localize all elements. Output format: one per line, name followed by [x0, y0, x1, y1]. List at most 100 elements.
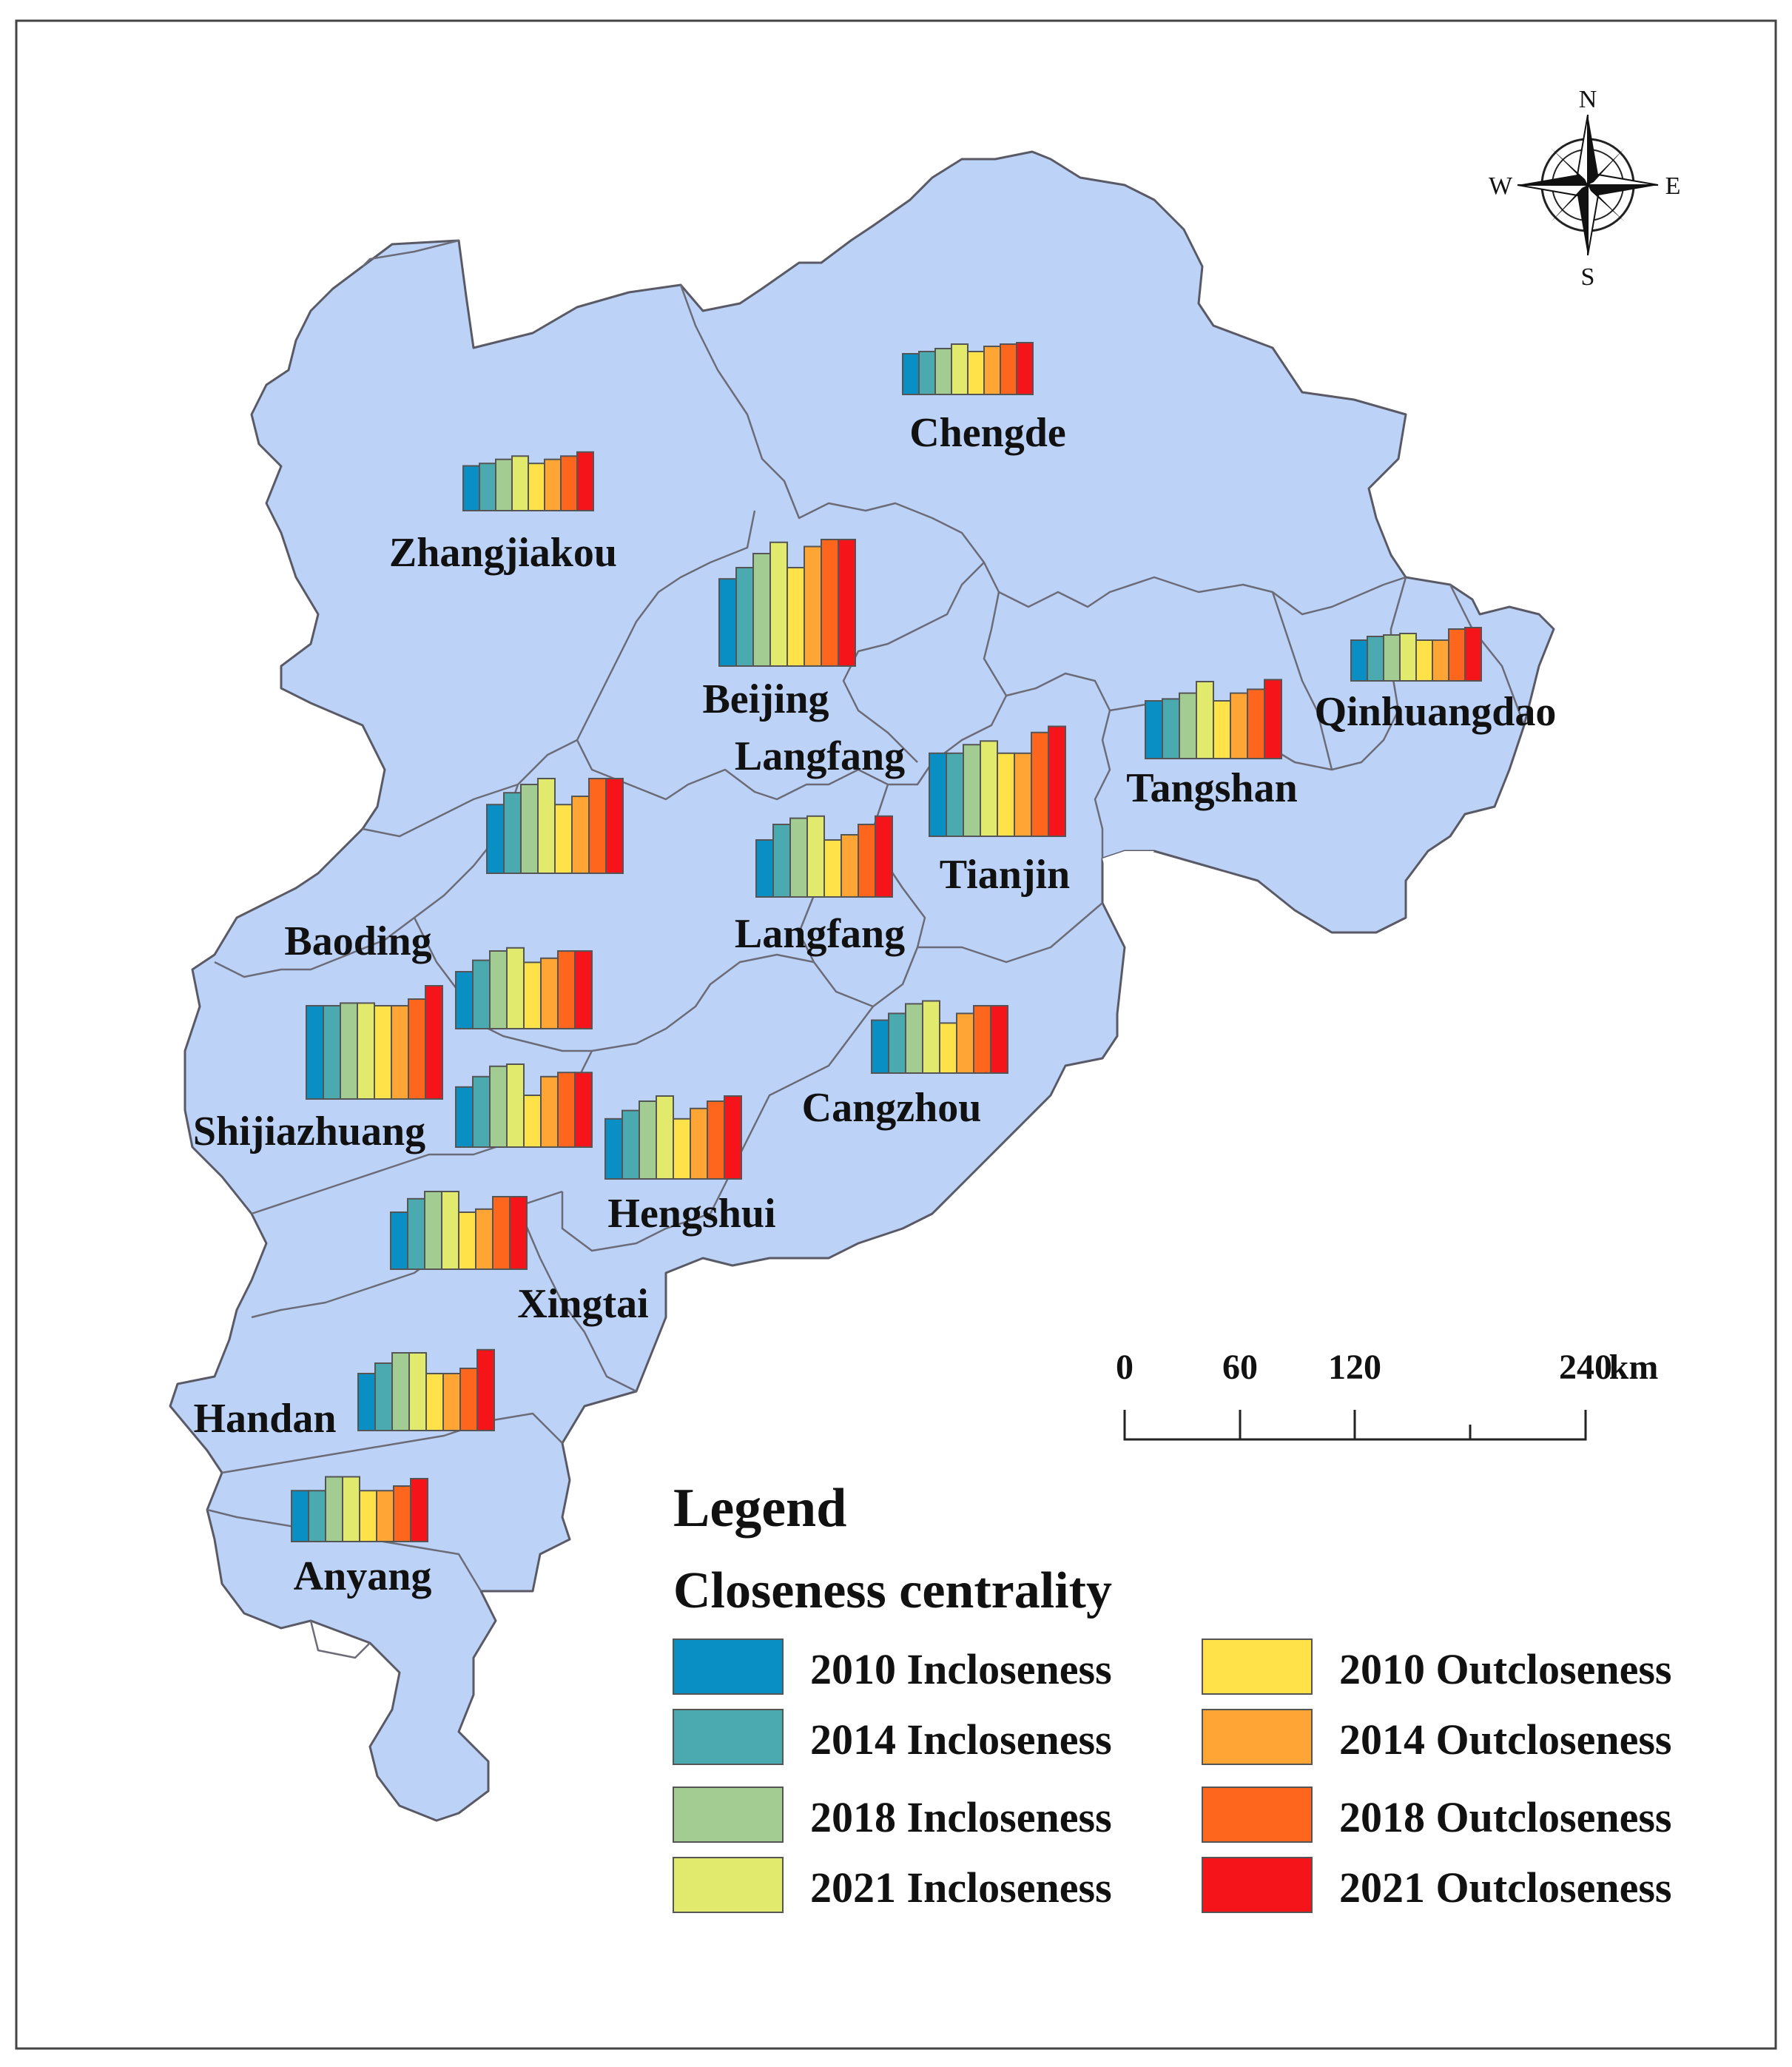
- bar-baoding-0: [486, 804, 505, 874]
- bar-hengshui-3: [656, 1095, 674, 1180]
- city-label-shijiazhuang: Shijiazhuang: [193, 1109, 425, 1155]
- bar-beijing-6: [821, 539, 839, 667]
- bar-extra-0-1: [472, 959, 491, 1029]
- bar-xingtai-4: [458, 1211, 476, 1270]
- bar-chengde-7: [1016, 342, 1034, 395]
- compass-east-label: E: [1665, 172, 1681, 200]
- bar-langfang-0: [755, 839, 774, 898]
- chart-langfang: [755, 815, 893, 898]
- bar-tianjin-2: [963, 744, 981, 837]
- city-label-zhangjiakou: Zhangjiakou: [389, 530, 617, 576]
- bar-zhangjiakou-1: [479, 463, 496, 512]
- compass-west-point-icon: [1518, 175, 1588, 185]
- bar-tangshan-2: [1179, 692, 1197, 759]
- scale-tick-120: 120: [1328, 1348, 1381, 1387]
- scale-unit: km: [1609, 1348, 1659, 1387]
- bar-extra-0-0: [455, 971, 474, 1029]
- bar-handan-1: [374, 1362, 393, 1431]
- bar-langfang-3: [806, 815, 825, 898]
- bar-qinhuangdao-7: [1464, 627, 1482, 682]
- bar-extra-1-0: [455, 1086, 474, 1149]
- legend-title: Legend: [673, 1478, 846, 1539]
- legend-subtitle: Closeness centrality: [673, 1562, 1112, 1619]
- bar-handan-3: [408, 1352, 427, 1431]
- bar-tianjin-4: [997, 752, 1015, 837]
- chart-tangshan: [1145, 679, 1282, 760]
- bar-handan-2: [391, 1352, 410, 1431]
- bar-cangzhou-1: [888, 1012, 906, 1075]
- bar-anyang-0: [291, 1490, 309, 1542]
- city-label-tangshan: Tangshan: [1126, 765, 1297, 811]
- bar-tianjin-6: [1031, 731, 1049, 837]
- bar-baoding-1: [503, 792, 522, 874]
- bar-qinhuangdao-3: [1399, 633, 1417, 682]
- chart-hengshui: [604, 1095, 742, 1180]
- bar-anyang-7: [410, 1478, 428, 1542]
- bar-langfang-2: [789, 817, 808, 898]
- compass-south-point-icon: [1577, 185, 1588, 255]
- legend-label-7: 2021 Outcloseness: [1339, 1863, 1672, 1912]
- bar-cangzhou-0: [871, 1019, 889, 1074]
- coast-area: [1102, 851, 1154, 888]
- bar-shijiazhuang-2: [340, 1002, 358, 1100]
- city-label-hengshui: Hengshui: [607, 1191, 775, 1237]
- bar-hengshui-6: [707, 1100, 725, 1180]
- legend-items: 2010 Incloseness 2014 Incloseness 2018 Inc…: [673, 1639, 1672, 1913]
- bar-qinhuangdao-1: [1367, 636, 1384, 682]
- bar-shijiazhuang-4: [374, 1005, 392, 1100]
- bar-zhangjiakou-4: [528, 463, 545, 512]
- bar-zhangjiakou-5: [544, 458, 562, 512]
- chart-qinhuangdao: [1350, 627, 1482, 682]
- bar-chengde-0: [902, 353, 920, 395]
- city-label-langfang: Langfang: [735, 911, 905, 957]
- legend-swatch-5: [1202, 1709, 1313, 1765]
- city-label-chengde: Chengde: [909, 410, 1066, 456]
- scale-tick-0: 0: [1116, 1348, 1134, 1387]
- bar-beijing-0: [718, 578, 737, 668]
- bar-langfang-4: [823, 839, 842, 898]
- compass-west-label: W: [1489, 172, 1513, 200]
- chart-beijing: [718, 539, 856, 668]
- bar-hengshui-4: [673, 1117, 691, 1180]
- legend-label-0: 2010 Incloseness: [810, 1645, 1112, 1693]
- bar-extra-1-5: [540, 1075, 559, 1149]
- bar-anyang-6: [393, 1485, 411, 1542]
- bar-hengshui-2: [639, 1100, 657, 1180]
- legend-swatch-1: [673, 1709, 784, 1765]
- bar-handan-6: [459, 1368, 478, 1431]
- chart-cangzhou: [871, 1000, 1008, 1075]
- bar-tangshan-4: [1213, 700, 1231, 759]
- bar-baoding-7: [605, 778, 624, 874]
- bar-xingtai-2: [424, 1191, 442, 1270]
- bar-zhangjiakou-7: [576, 451, 594, 511]
- bar-langfang-1: [772, 824, 791, 898]
- bar-tangshan-7: [1264, 679, 1282, 760]
- bar-extra-0-7: [574, 950, 593, 1029]
- bar-chengde-1: [918, 351, 936, 395]
- legend-swatch-7: [1202, 1857, 1313, 1913]
- compass-south-label: S: [1581, 263, 1595, 291]
- bar-shijiazhuang-3: [357, 1002, 375, 1100]
- city-label-tianjin: Tianjin: [940, 852, 1070, 898]
- map-frame: [15, 19, 1777, 2050]
- bar-xingtai-3: [441, 1191, 459, 1270]
- bar-cangzhou-5: [956, 1012, 974, 1075]
- bar-hengshui-0: [604, 1117, 623, 1180]
- city-label-baoding: Baoding: [284, 918, 431, 964]
- bar-tianjin-5: [1014, 752, 1032, 837]
- compass-north-label: N: [1579, 86, 1597, 113]
- bar-tangshan-0: [1145, 700, 1163, 759]
- bar-handan-4: [425, 1373, 444, 1431]
- city-label-cangzhou: Cangzhou: [802, 1085, 982, 1131]
- bar-beijing-5: [804, 545, 822, 667]
- legend-label-5: 2014 Outcloseness: [1339, 1715, 1672, 1764]
- bar-beijing-3: [769, 541, 788, 667]
- bar-anyang-5: [376, 1490, 394, 1542]
- bar-cangzhou-6: [973, 1005, 991, 1074]
- bar-tangshan-5: [1230, 692, 1248, 759]
- bar-extra-1-6: [557, 1072, 576, 1148]
- bar-baoding-5: [571, 796, 590, 874]
- bar-extra-1-3: [506, 1063, 525, 1148]
- bar-chengde-6: [1000, 343, 1017, 395]
- chart-shijiazhuang: [306, 985, 443, 1100]
